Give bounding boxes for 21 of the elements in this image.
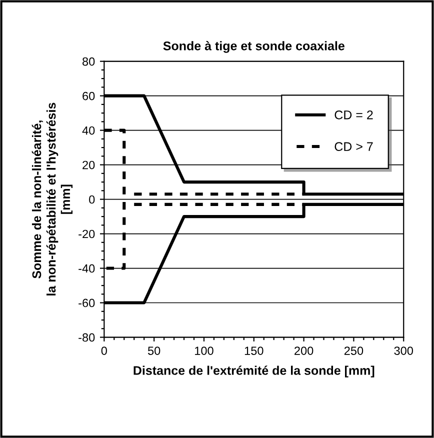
x-tick-label: 0 (101, 346, 107, 355)
legend-label: CD > 7 (334, 142, 373, 151)
y-axis-title: Somme de la non-linéarité, la non-répétabilité et l'hystérésis [mm] (32, 102, 73, 296)
y-tick-label: 20 (82, 160, 95, 170)
x-tick-label: 300 (394, 346, 414, 355)
legend-label: CD = 2 (334, 110, 373, 120)
y-tick-label: 0 (89, 195, 95, 204)
y-tick-label: -40 (78, 264, 95, 273)
x-tick-label: 50 (148, 346, 160, 355)
x-tick-label: 100 (195, 346, 214, 355)
x-axis-title: Distance de l'extrémité de la sonde [mm] (134, 366, 374, 378)
x-tick-label: 200 (294, 346, 314, 355)
y-tick-label: 40 (82, 126, 95, 135)
x-tick-label: 250 (344, 346, 364, 355)
chart-title: Sonde à tige et sonde coaxiale (163, 41, 344, 53)
y-tick-label: -80 (78, 333, 95, 342)
x-tick-label: 150 (244, 346, 264, 355)
y-tick-label: 60 (82, 92, 95, 100)
y-tick-label: 80 (82, 57, 95, 66)
y-tick-label: -60 (78, 298, 95, 308)
y-tick-label: -20 (78, 230, 95, 238)
